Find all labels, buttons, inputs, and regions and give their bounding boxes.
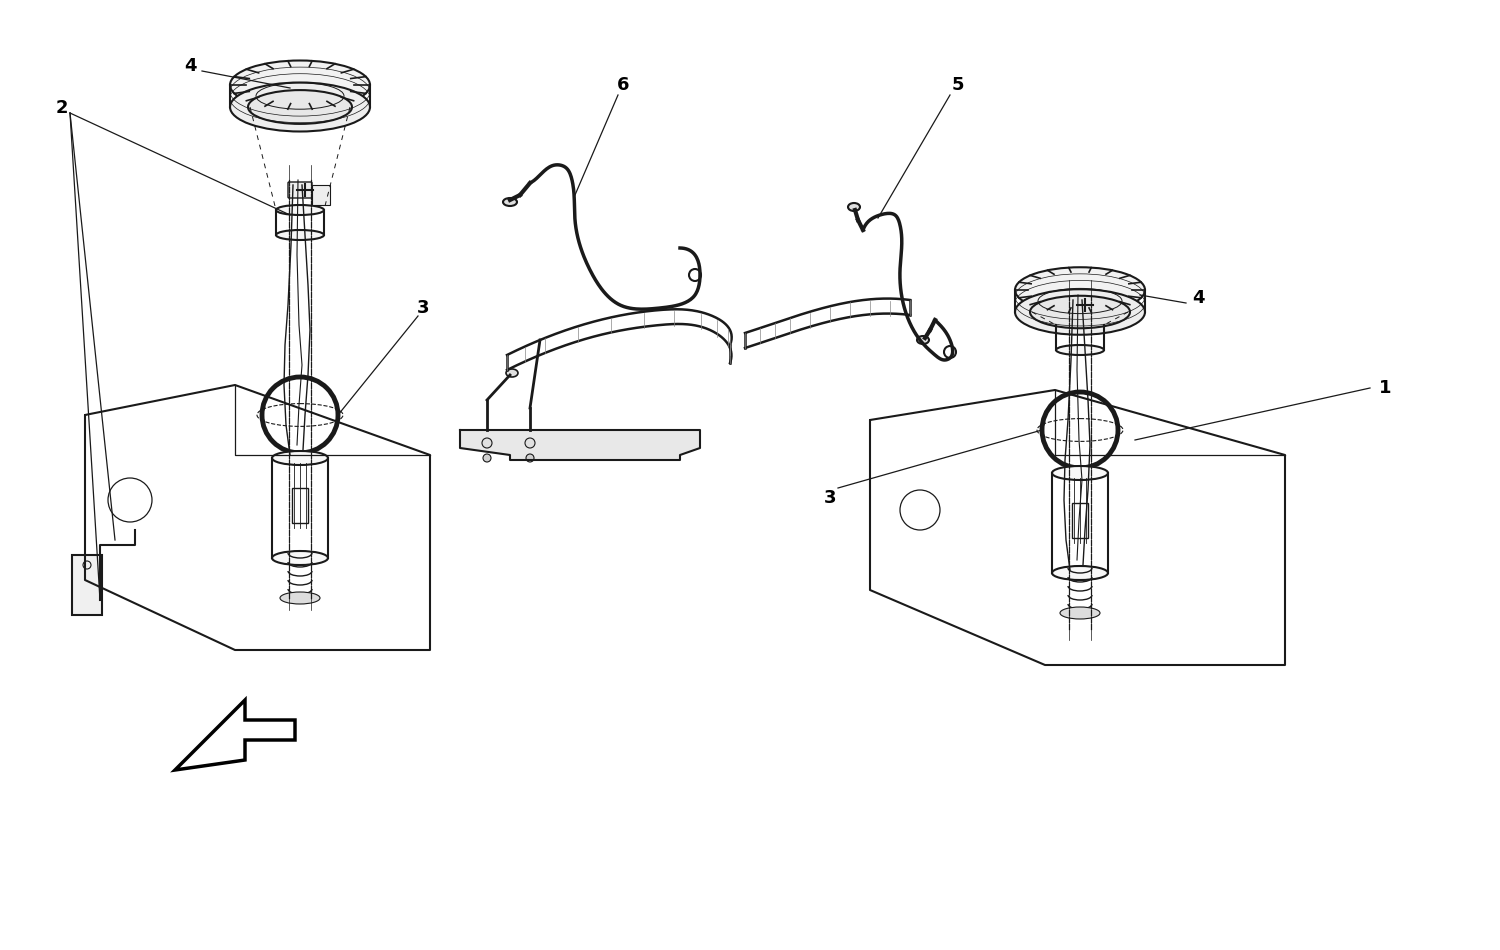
Text: 3: 3 xyxy=(824,489,837,507)
Ellipse shape xyxy=(272,551,328,565)
Ellipse shape xyxy=(847,203,859,211)
Circle shape xyxy=(483,454,490,462)
Text: 2: 2 xyxy=(56,99,69,117)
Ellipse shape xyxy=(230,61,370,109)
FancyBboxPatch shape xyxy=(1068,297,1092,313)
Bar xyxy=(292,488,308,523)
Ellipse shape xyxy=(1052,466,1108,480)
Ellipse shape xyxy=(1056,320,1104,330)
Ellipse shape xyxy=(916,336,928,344)
Ellipse shape xyxy=(506,369,518,377)
Ellipse shape xyxy=(1060,607,1100,619)
Ellipse shape xyxy=(1056,345,1104,355)
Text: 4: 4 xyxy=(1191,289,1204,307)
Circle shape xyxy=(944,346,956,358)
Bar xyxy=(72,555,102,615)
Text: 4: 4 xyxy=(183,57,196,75)
FancyBboxPatch shape xyxy=(288,182,312,198)
Ellipse shape xyxy=(1016,267,1144,313)
Ellipse shape xyxy=(1016,289,1144,334)
Text: 1: 1 xyxy=(1378,379,1392,397)
Ellipse shape xyxy=(280,592,320,604)
Ellipse shape xyxy=(230,83,370,131)
Text: 6: 6 xyxy=(616,76,630,94)
Circle shape xyxy=(526,454,534,462)
Circle shape xyxy=(482,438,492,448)
Bar xyxy=(1072,503,1088,538)
Ellipse shape xyxy=(1030,295,1130,329)
Text: 5: 5 xyxy=(951,76,964,94)
Bar xyxy=(1092,300,1110,320)
Text: 3: 3 xyxy=(417,299,429,317)
Ellipse shape xyxy=(276,230,324,240)
Bar xyxy=(312,185,330,205)
Ellipse shape xyxy=(1052,566,1108,580)
Ellipse shape xyxy=(276,205,324,215)
Ellipse shape xyxy=(503,198,518,206)
Circle shape xyxy=(525,438,536,448)
Ellipse shape xyxy=(248,90,352,124)
Ellipse shape xyxy=(272,451,328,465)
Circle shape xyxy=(688,269,700,281)
Polygon shape xyxy=(460,430,700,460)
